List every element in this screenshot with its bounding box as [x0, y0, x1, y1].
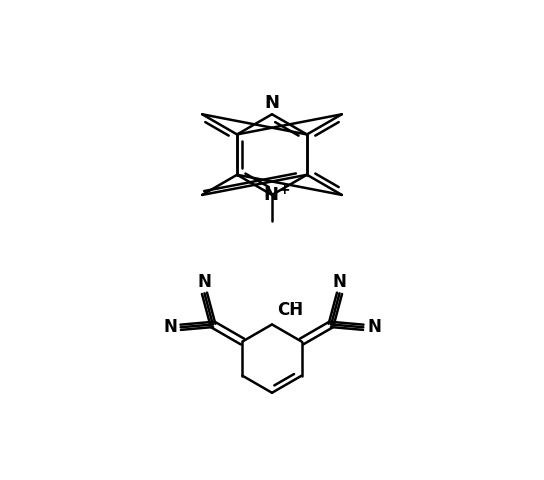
- Text: N: N: [264, 95, 280, 112]
- Text: N: N: [263, 186, 279, 204]
- Text: N: N: [332, 274, 347, 291]
- Text: N: N: [367, 318, 381, 336]
- Text: ⁻: ⁻: [294, 299, 302, 314]
- Text: N: N: [163, 318, 177, 336]
- Text: CH: CH: [277, 301, 303, 319]
- Text: N: N: [197, 274, 212, 291]
- Text: +: +: [278, 183, 289, 197]
